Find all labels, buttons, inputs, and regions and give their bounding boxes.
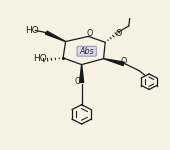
Text: O: O	[121, 57, 127, 66]
Text: O: O	[86, 29, 92, 38]
Polygon shape	[80, 65, 84, 83]
Text: Abs: Abs	[79, 47, 94, 56]
Text: HO: HO	[25, 26, 39, 35]
FancyBboxPatch shape	[77, 46, 96, 56]
Text: O: O	[74, 77, 81, 86]
Text: O: O	[116, 29, 122, 38]
Polygon shape	[104, 59, 124, 66]
Polygon shape	[45, 31, 66, 42]
Text: HO: HO	[33, 54, 46, 63]
